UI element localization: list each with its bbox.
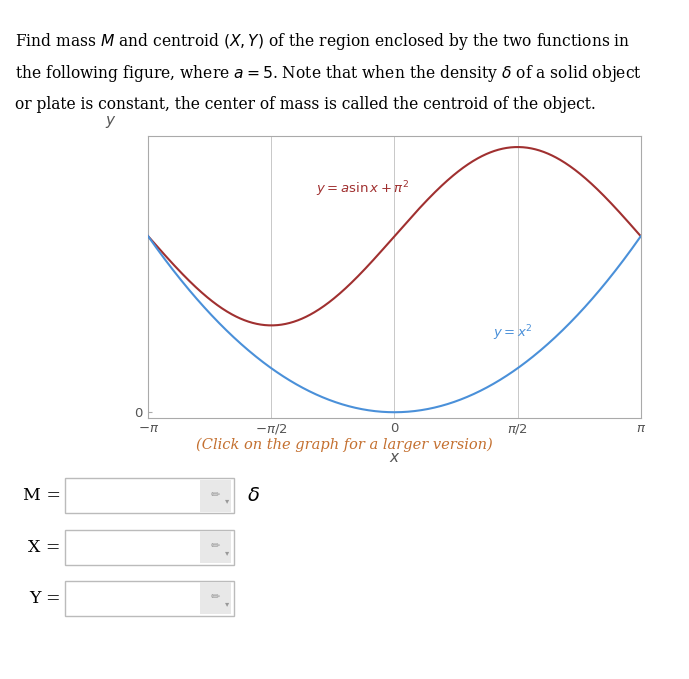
Text: or plate is constant, the center of mass is called the centroid of the object.: or plate is constant, the center of mass… <box>15 96 596 113</box>
Text: Y =: Y = <box>29 589 61 607</box>
Bar <box>200 480 231 511</box>
Text: $y = x^2$: $y = x^2$ <box>493 323 533 343</box>
Text: ▾: ▾ <box>225 496 229 505</box>
Bar <box>200 532 231 563</box>
Text: Find mass $M$ and centroid $(X,Y)$ of the region enclosed by the two functions i: Find mass $M$ and centroid $(X,Y)$ of th… <box>15 31 630 52</box>
Text: ✏: ✏ <box>211 542 220 551</box>
Text: ✏: ✏ <box>211 593 220 602</box>
Text: ✏: ✏ <box>211 490 220 500</box>
Text: (Click on the graph for a larger version): (Click on the graph for a larger version… <box>196 438 493 452</box>
Text: $\delta$: $\delta$ <box>247 487 260 504</box>
Text: X =: X = <box>28 538 61 556</box>
Text: the following figure, where $a = 5$. Note that when the density $\delta$ of a so: the following figure, where $a = 5$. Not… <box>15 63 642 84</box>
Text: ▾: ▾ <box>225 599 229 608</box>
Text: $x$: $x$ <box>389 452 400 465</box>
Text: ▾: ▾ <box>225 548 229 557</box>
Text: $y$: $y$ <box>105 114 117 130</box>
Bar <box>200 583 231 614</box>
Text: M =: M = <box>23 487 61 504</box>
Text: $y = a\sin x + \pi^2$: $y = a\sin x + \pi^2$ <box>316 179 409 199</box>
